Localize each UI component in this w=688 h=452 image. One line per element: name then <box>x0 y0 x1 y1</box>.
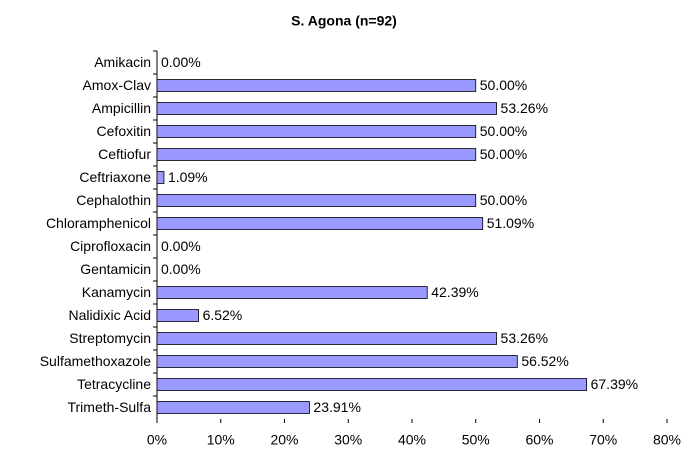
data-label: 67.39% <box>591 376 638 392</box>
data-label: 53.26% <box>501 330 548 346</box>
y-tick-label: Ceftriaxone <box>79 169 151 185</box>
bar <box>156 217 484 230</box>
data-label: 0.00% <box>161 261 201 277</box>
data-label: 42.39% <box>431 284 478 300</box>
y-tick-label: Cefoxitin <box>97 123 151 139</box>
data-label: 1.09% <box>168 169 208 185</box>
data-label: 6.52% <box>203 307 243 323</box>
chart-title: S. Agona (n=92) <box>291 13 397 29</box>
data-label: 0.00% <box>161 238 201 254</box>
y-tick-label: Streptomycin <box>69 330 151 346</box>
x-tick-label: 50% <box>462 432 490 448</box>
bar <box>156 125 477 138</box>
bar <box>156 102 497 115</box>
bar <box>156 332 497 345</box>
x-tick-label: 10% <box>207 432 235 448</box>
data-label: 51.09% <box>487 215 534 231</box>
x-tick-label: 60% <box>525 432 553 448</box>
data-label: 23.91% <box>313 399 360 415</box>
bar <box>156 378 588 391</box>
y-tick-label: Ampicillin <box>92 100 151 116</box>
data-label: 50.00% <box>480 192 527 208</box>
bar <box>156 148 477 161</box>
bar <box>156 194 477 207</box>
y-tick-label: Amikacin <box>94 54 151 70</box>
x-tick-label: 0% <box>147 432 167 448</box>
y-tick-label: Kanamycin <box>82 284 151 300</box>
data-label: 50.00% <box>480 77 527 93</box>
data-label: 0.00% <box>161 54 201 70</box>
data-label: 53.26% <box>501 100 548 116</box>
y-tick-label: Trimeth-Sulfa <box>67 399 151 415</box>
y-tick-label: Cephalothin <box>76 192 151 208</box>
x-tick-label: 20% <box>270 432 298 448</box>
bar <box>156 401 310 414</box>
x-tick-label: 80% <box>653 432 681 448</box>
y-tick-label: Chloramphenicol <box>46 215 151 231</box>
bar <box>156 171 165 184</box>
x-tick-label: 40% <box>398 432 426 448</box>
bar <box>156 286 428 299</box>
y-tick-label: Ciprofloxacin <box>70 238 151 254</box>
y-tick-label: Sulfamethoxazole <box>40 353 152 369</box>
bar <box>156 79 477 92</box>
bar <box>156 309 199 322</box>
y-tick-label: Ceftiofur <box>98 146 151 162</box>
bar <box>156 355 518 368</box>
data-label: 50.00% <box>480 146 527 162</box>
y-tick-label: Nalidixic Acid <box>69 307 151 323</box>
data-label: 50.00% <box>480 123 527 139</box>
x-tick-label: 70% <box>589 432 617 448</box>
x-tick-label: 30% <box>334 432 362 448</box>
y-tick-label: Gentamicin <box>80 261 151 277</box>
y-tick-label: Amox-Clav <box>83 77 151 93</box>
y-tick-label: Tetracycline <box>77 376 151 392</box>
data-label: 56.52% <box>521 353 568 369</box>
